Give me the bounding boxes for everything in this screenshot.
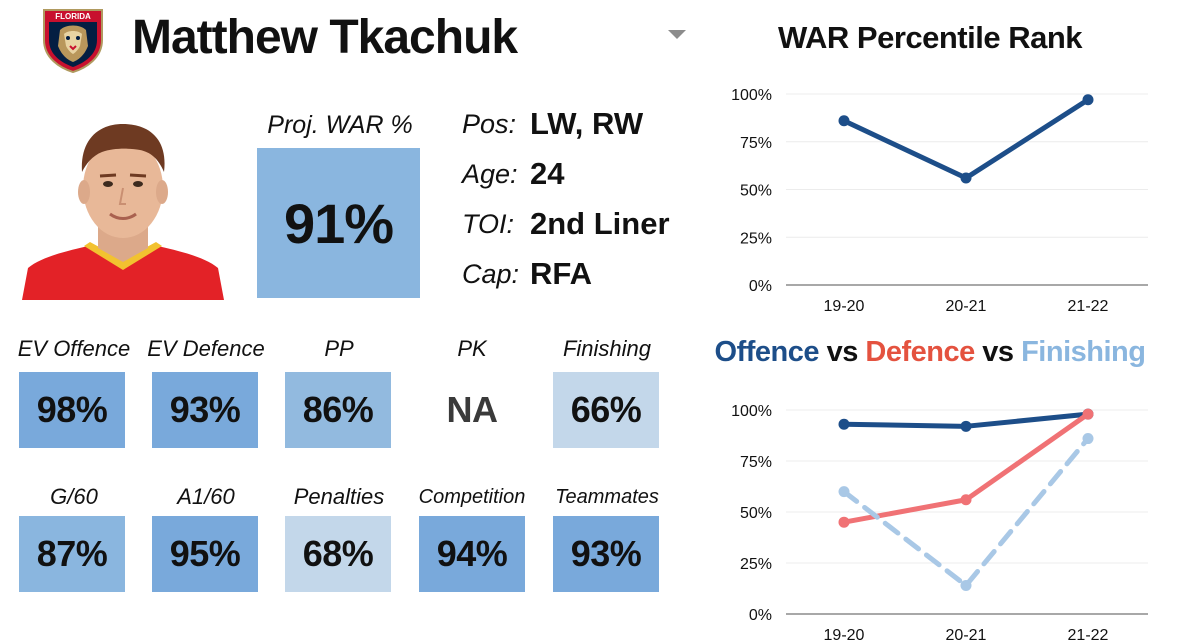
chart1-x-tick: 20-21	[946, 298, 987, 315]
stat-label-g60: G/60	[50, 484, 98, 509]
stat-label-penalties: Penalties	[293, 484, 385, 509]
chart1-x-tick: 19-20	[824, 298, 865, 315]
stat-label-teammates: Teammates	[555, 486, 659, 508]
stat-value-finishing: 66%	[553, 372, 659, 448]
chart1-series-line-0	[841, 97, 1091, 181]
player-name: Matthew Tkachuk	[132, 11, 518, 64]
chart1-y-tick: 25%	[740, 230, 772, 247]
position-value: LW, RW	[530, 106, 644, 141]
chart-comparison-title: Offence vs Defence vs Finishing	[700, 330, 1160, 374]
stat-value-ev-offence: 98%	[19, 372, 125, 448]
chart2-x-tick: 20-21	[946, 627, 987, 644]
proj-war-label: Proj. WAR %	[267, 111, 413, 139]
stat-label-ev-offence: EV Offence	[17, 336, 131, 361]
cap-value: RFA	[530, 256, 592, 291]
chart1-y-tick: 75%	[740, 135, 772, 152]
chart2-point-defence	[838, 516, 850, 528]
chart1-y-tick: 0%	[749, 278, 772, 295]
team-logo: FLORIDA	[43, 9, 103, 74]
chart2-x-tick: 19-20	[824, 627, 865, 644]
chart1-y-tick: 100%	[731, 87, 772, 104]
chart2-x-tick: 21-22	[1068, 627, 1109, 644]
age-value: 24	[530, 156, 565, 191]
chart-war-percentile: 0% 25% 50% 75% 100% 19-20 20-21 21-22	[731, 87, 1148, 315]
chart-offence-defence-finishing: 0% 25% 50% 75% 100% 19-20 20-21 21-22	[731, 403, 1148, 644]
chart1-point-0	[1082, 94, 1094, 106]
toi-value: 2nd Liner	[530, 206, 670, 241]
age-label: Age:	[462, 159, 518, 189]
cap-label: Cap:	[462, 259, 520, 289]
position-label: Pos:	[462, 109, 517, 139]
chart2-point-finishing	[960, 579, 972, 591]
chart2-y-tick: 50%	[740, 505, 772, 522]
chart-war-title: WAR Percentile Rank	[777, 20, 1083, 55]
stat-value-penalties: 68%	[285, 516, 391, 592]
chart1-y-tick: 50%	[740, 183, 772, 200]
stat-value-ev-defence: 93%	[152, 372, 258, 448]
chart2-point-finishing	[838, 486, 850, 498]
player-select-dropdown[interactable]	[668, 30, 686, 39]
logo-text: FLORIDA	[55, 12, 91, 21]
chart2-point-offence	[838, 418, 850, 430]
chart-title-vs-1: vs	[819, 336, 866, 368]
player-photo	[22, 110, 224, 300]
chart-title-defence: Defence	[865, 336, 975, 368]
proj-war-value: 91%	[257, 148, 420, 298]
stat-value-pp: 86%	[285, 372, 391, 448]
chart1-point-0	[960, 172, 972, 184]
stat-value-pk: NA	[419, 372, 525, 448]
chart2-y-tick: 75%	[740, 454, 772, 471]
stat-value-competition: 94%	[419, 516, 525, 592]
chart-title-vs-2: vs	[974, 336, 1022, 368]
chart2-point-defence	[960, 494, 972, 506]
chart1-x-tick: 21-22	[1068, 298, 1109, 315]
stat-label-a160: A1/60	[177, 484, 235, 509]
chart2-point-offence	[960, 420, 972, 432]
chart2-y-tick: 25%	[740, 556, 772, 573]
stat-value-a160: 95%	[152, 516, 258, 592]
stat-value-teammates: 93%	[553, 516, 659, 592]
chart2-point-finishing	[1082, 433, 1094, 445]
stat-label-finishing: Finishing	[562, 336, 652, 361]
chart2-y-tick: 100%	[731, 403, 772, 420]
stat-label-pp: PP	[324, 336, 354, 361]
chart-title-finishing: Finishing	[1021, 336, 1146, 368]
stat-value-g60: 87%	[19, 516, 125, 592]
stat-label-pk: PK	[457, 336, 487, 361]
chart-title-offence: Offence	[714, 336, 820, 368]
stat-label-ev-defence: EV Defence	[147, 336, 265, 361]
toi-label: TOI:	[462, 209, 515, 239]
chart1-point-0	[838, 115, 850, 127]
chart2-y-tick: 0%	[749, 607, 772, 624]
stat-label-competition: Competition	[418, 486, 526, 508]
chart2-point-defence	[1082, 408, 1094, 420]
